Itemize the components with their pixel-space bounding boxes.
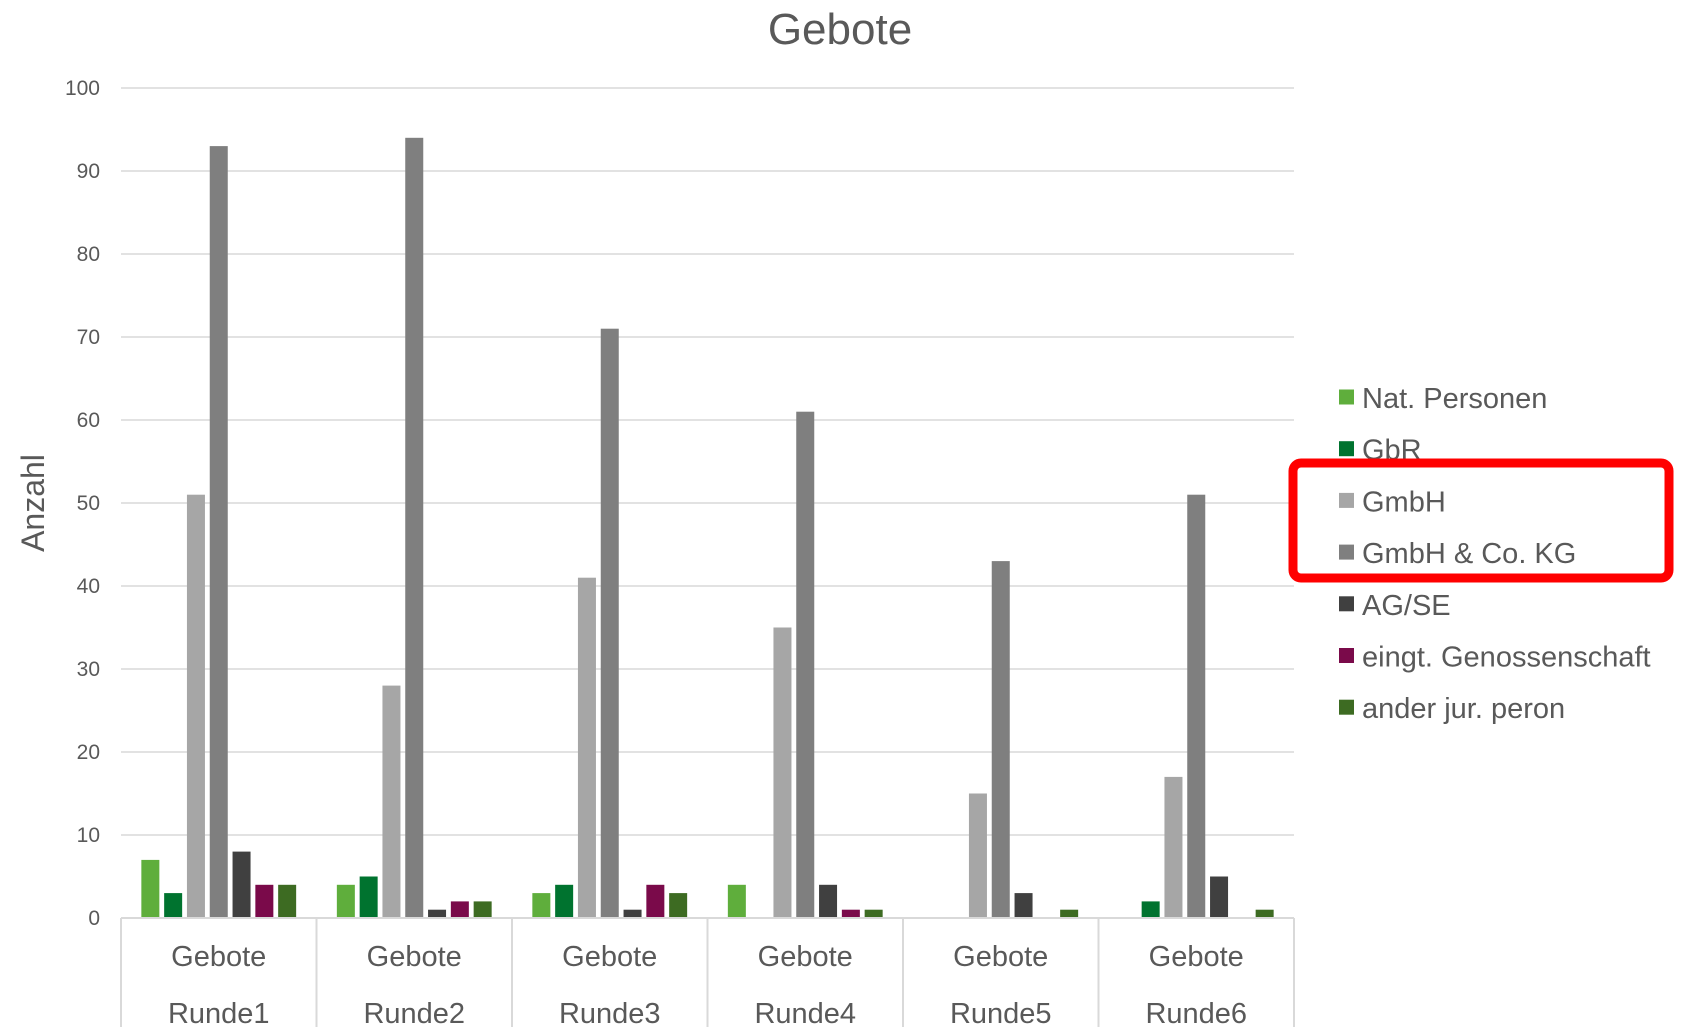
y-tick-label: 20 xyxy=(77,741,100,764)
x-category-label: Gebote xyxy=(562,941,657,973)
bar xyxy=(819,884,838,918)
bar xyxy=(555,884,574,918)
x-category-label: Gebote xyxy=(1149,941,1244,973)
bar xyxy=(141,859,160,918)
legend-label: GmbH xyxy=(1362,486,1446,518)
legend-swatch xyxy=(1339,389,1354,405)
bar xyxy=(1187,494,1206,918)
y-tick-label: 50 xyxy=(77,492,100,515)
bars xyxy=(141,137,1274,919)
bar xyxy=(255,884,274,918)
bar xyxy=(1141,901,1160,918)
y-tick-label: 100 xyxy=(65,77,100,100)
y-axis-label: Anzahl xyxy=(15,454,51,552)
y-tick-label: 70 xyxy=(77,326,100,349)
bar xyxy=(773,627,792,918)
x-category-label: Gebote xyxy=(953,941,1048,973)
legend-swatch xyxy=(1339,596,1354,612)
y-tick-label: 10 xyxy=(77,824,100,847)
chart-title: Gebote xyxy=(768,5,912,54)
bar xyxy=(1014,893,1033,918)
x-category-sublabel: Runde3 xyxy=(559,998,661,1027)
bar xyxy=(1164,776,1183,918)
x-category-label: Gebote xyxy=(171,941,266,973)
bar xyxy=(359,876,378,918)
bar xyxy=(841,909,860,918)
legend-swatch xyxy=(1339,441,1354,457)
bar xyxy=(727,884,746,918)
bar xyxy=(382,685,401,918)
legend-highlight-box xyxy=(1288,458,1674,583)
legend-label: eingt. Genossenschaft xyxy=(1362,642,1651,674)
bar xyxy=(232,851,251,918)
bar xyxy=(428,909,447,918)
legend-swatch xyxy=(1339,699,1354,715)
bar xyxy=(186,494,205,918)
legend-swatch xyxy=(1339,492,1354,508)
gridlines xyxy=(121,87,1294,836)
y-tick-label: 80 xyxy=(77,243,100,266)
x-category-sublabel: Runde4 xyxy=(754,998,856,1027)
x-category-label: Gebote xyxy=(367,941,462,973)
bar xyxy=(209,146,228,919)
bar xyxy=(623,909,642,918)
x-category-sublabel: Runde6 xyxy=(1145,998,1247,1027)
bar xyxy=(1210,876,1229,918)
x-axis: Gebote Runde1 Gebote Runde2 Gebote Runde3 Gebo… xyxy=(120,917,1295,1027)
y-tick-label: 30 xyxy=(77,658,100,681)
legend-swatch xyxy=(1339,544,1354,560)
bar xyxy=(278,884,297,918)
bar xyxy=(669,893,688,918)
bar xyxy=(405,137,424,919)
legend-label: GmbH & Co. KG xyxy=(1362,538,1576,570)
legend-label: Nat. Personen xyxy=(1362,383,1547,415)
bar xyxy=(336,884,355,918)
x-category-sublabel: Runde5 xyxy=(950,998,1052,1027)
bar xyxy=(968,793,987,918)
y-tick-label: 40 xyxy=(77,575,100,598)
x-category-sublabel: Runde1 xyxy=(168,998,270,1027)
y-axis-ticks: 0 10 20 30 40 50 60 70 80 90 100 xyxy=(65,77,100,930)
y-tick-label: 90 xyxy=(77,160,100,183)
x-category-sublabel: Runde2 xyxy=(363,998,465,1027)
legend-label: AG/SE xyxy=(1362,590,1451,622)
y-tick-label: 0 xyxy=(88,907,100,930)
bar xyxy=(1255,909,1274,918)
bar xyxy=(600,328,619,918)
bar xyxy=(1060,909,1079,918)
legend-swatch xyxy=(1339,648,1354,663)
bar xyxy=(450,901,469,918)
bar xyxy=(991,561,1010,918)
y-tick-label: 60 xyxy=(77,409,100,432)
bar xyxy=(473,901,492,918)
bar xyxy=(796,411,815,918)
bar xyxy=(532,893,551,918)
bar xyxy=(577,577,596,918)
legend-label: ander jur. peron xyxy=(1362,693,1565,725)
x-category-label: Gebote xyxy=(758,941,853,973)
bar xyxy=(864,909,883,918)
bar xyxy=(646,884,665,918)
bar xyxy=(164,893,183,918)
